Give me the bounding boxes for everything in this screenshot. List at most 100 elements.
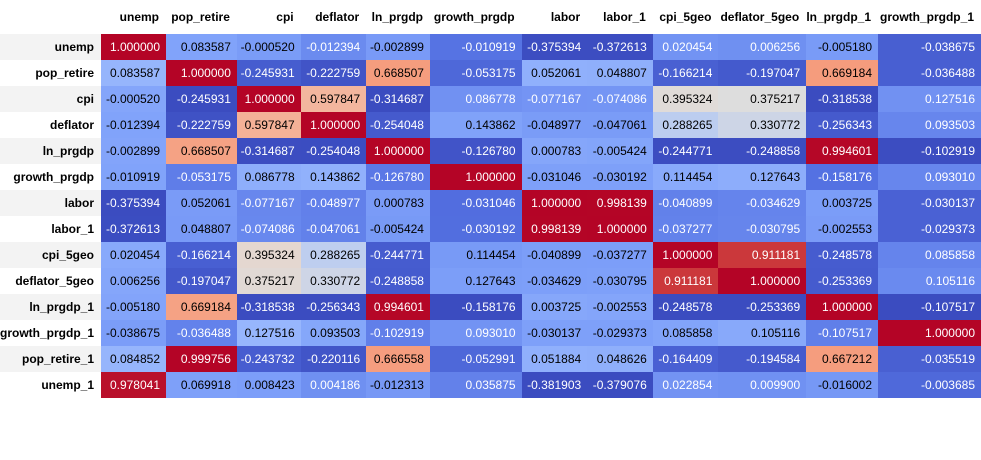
row-header-unemp-1: unemp_1	[0, 372, 102, 398]
table-row: deflator_5geo 0.006256 -0.197047 0.375217 0.…	[0, 268, 981, 294]
column-header-growth-prgdp: growth_prgdp	[433, 10, 515, 24]
heatmap-cell: -0.248858	[718, 138, 807, 164]
heatmap-cell: -0.053175	[166, 164, 237, 190]
heatmap-cell: -0.029373	[878, 216, 981, 242]
heatmap-cell: -0.102919	[878, 138, 981, 164]
column-header-labor-1: labor_1	[603, 10, 646, 24]
heatmap-cell: -0.256343	[300, 294, 367, 320]
heatmap-cell: 1.000000	[101, 34, 167, 60]
heatmap-cell: -0.166214	[166, 242, 237, 268]
heatmap-cell: -0.002553	[587, 294, 653, 320]
heatmap-cell: 0.127643	[718, 164, 807, 190]
heatmap-cell: 0.086778	[236, 164, 301, 190]
heatmap-cell: -0.036488	[878, 60, 981, 86]
heatmap-cell: -0.314687	[366, 86, 430, 112]
heatmap-cell: 0.093010	[429, 320, 522, 346]
heatmap-cell: -0.038675	[878, 34, 981, 60]
heatmap-cell: 0.143862	[300, 164, 367, 190]
heatmap-cell: -0.010919	[429, 34, 522, 60]
corner-cell	[0, 0, 101, 34]
column-header-pop-retire: pop_retire	[171, 10, 230, 24]
heatmap-cell: 0.048807	[166, 216, 237, 242]
heatmap-cell: -0.031046	[521, 164, 588, 190]
column-header-growth-prgdp-1: growth_prgdp_1	[879, 10, 974, 24]
heatmap-cell: 0.330772	[300, 268, 367, 294]
heatmap-cell: 0.288265	[300, 242, 367, 268]
heatmap-cell: -0.256343	[806, 112, 879, 138]
heatmap-cell: 0.069918	[166, 372, 237, 398]
heatmap-cell: -0.038675	[101, 320, 167, 346]
heatmap-cell: 0.093010	[878, 164, 981, 190]
heatmap-cell: -0.222759	[166, 112, 237, 138]
heatmap-cell: 0.114454	[652, 164, 719, 190]
heatmap-cell: -0.047061	[300, 216, 367, 242]
table-row: pop_retire_1 0.084852 0.999756 -0.243732 -0.…	[0, 346, 981, 372]
heatmap-cell: 0.143862	[429, 112, 522, 138]
heatmap-cell: 0.668507	[166, 138, 237, 164]
heatmap-cell: -0.053175	[429, 60, 522, 86]
heatmap-cell: -0.035519	[878, 346, 981, 372]
column-header-cpi-5geo: cpi_5geo	[659, 10, 712, 24]
heatmap-cell: -0.003685	[878, 372, 981, 398]
heatmap-cell: 0.998139	[587, 190, 653, 216]
heatmap-cell: -0.040899	[652, 190, 719, 216]
heatmap-cell: 1.000000	[366, 138, 430, 164]
heatmap-cell: -0.220116	[300, 346, 367, 372]
heatmap-cell: 0.093503	[300, 320, 367, 346]
heatmap-cell: -0.005180	[806, 34, 879, 60]
heatmap-cell: -0.002553	[806, 216, 879, 242]
heatmap-cell: 1.000000	[878, 320, 981, 346]
table-row: cpi -0.000520 -0.245931 1.000000 0.597847 -0.…	[0, 86, 981, 112]
heatmap-cell: 0.052061	[521, 60, 588, 86]
heatmap-cell: -0.102919	[366, 320, 430, 346]
heatmap-cell: -0.244771	[652, 138, 719, 164]
heatmap-cell: 0.085858	[652, 320, 719, 346]
heatmap-cell: 0.004186	[300, 372, 367, 398]
heatmap-cell: -0.248858	[366, 268, 430, 294]
heatmap-cell: -0.245931	[236, 60, 301, 86]
heatmap-cell: -0.375394	[101, 190, 167, 216]
heatmap-cell: 0.911181	[652, 268, 719, 294]
heatmap-cell: -0.000520	[236, 34, 301, 60]
heatmap-cell: -0.254048	[366, 112, 430, 138]
heatmap-cell: -0.379076	[587, 372, 653, 398]
heatmap-cell: -0.253369	[806, 268, 879, 294]
heatmap-cell: -0.074086	[587, 86, 653, 112]
column-header-unemp: unemp	[119, 10, 160, 24]
row-header-deflator-5geo: deflator_5geo	[0, 268, 102, 294]
heatmap-cell: 0.052061	[166, 190, 237, 216]
heatmap-cell: 0.083587	[166, 34, 237, 60]
heatmap-cell: 0.998139	[521, 216, 588, 242]
heatmap-cell: 0.020454	[101, 242, 167, 268]
heatmap-cell: 0.006256	[101, 268, 167, 294]
heatmap-cell: 0.999756	[166, 346, 237, 372]
heatmap-cell: 0.668507	[366, 60, 430, 86]
heatmap-cell: 0.009900	[718, 372, 807, 398]
table-row: ln_prgdp_1 -0.005180 0.669184 -0.318538 -0.2…	[0, 294, 981, 320]
table-row: unemp 1.000000 0.083587 -0.000520 -0.012394-…	[0, 34, 981, 60]
heatmap-cell: -0.005424	[366, 216, 430, 242]
heatmap-cell: -0.254048	[300, 138, 367, 164]
heatmap-cell: -0.010919	[101, 164, 167, 190]
heatmap-cell: 0.085858	[878, 242, 981, 268]
column-header-cpi: cpi	[276, 10, 294, 24]
heatmap-cell: -0.194584	[718, 346, 807, 372]
heatmap-cell: 0.978041	[101, 372, 167, 398]
heatmap-cell: -0.040899	[521, 242, 588, 268]
heatmap-cell: 1.000000	[587, 216, 653, 242]
heatmap-cell: -0.036488	[166, 320, 237, 346]
correlation-heatmap: unemp pop_retire cpi deflator ln_prgdp growth…	[0, 0, 981, 398]
heatmap-cell: 0.597847	[236, 112, 301, 138]
heatmap-cell: 0.035875	[429, 372, 522, 398]
heatmap-cell: -0.030137	[878, 190, 981, 216]
heatmap-cell: -0.318538	[236, 294, 301, 320]
heatmap-cell: 0.008423	[236, 372, 301, 398]
column-header-ln-prgdp-1: ln_prgdp_1	[806, 10, 872, 24]
heatmap-cell: 0.022854	[652, 372, 719, 398]
heatmap-cell: 0.086778	[429, 86, 522, 112]
heatmap-cell: -0.107517	[878, 294, 981, 320]
table-row: cpi_5geo 0.020454 -0.166214 0.395324 0.28826…	[0, 242, 981, 268]
heatmap-cell: -0.012394	[300, 34, 367, 60]
heatmap-cell: -0.253369	[718, 294, 807, 320]
heatmap-cell: -0.244771	[366, 242, 430, 268]
